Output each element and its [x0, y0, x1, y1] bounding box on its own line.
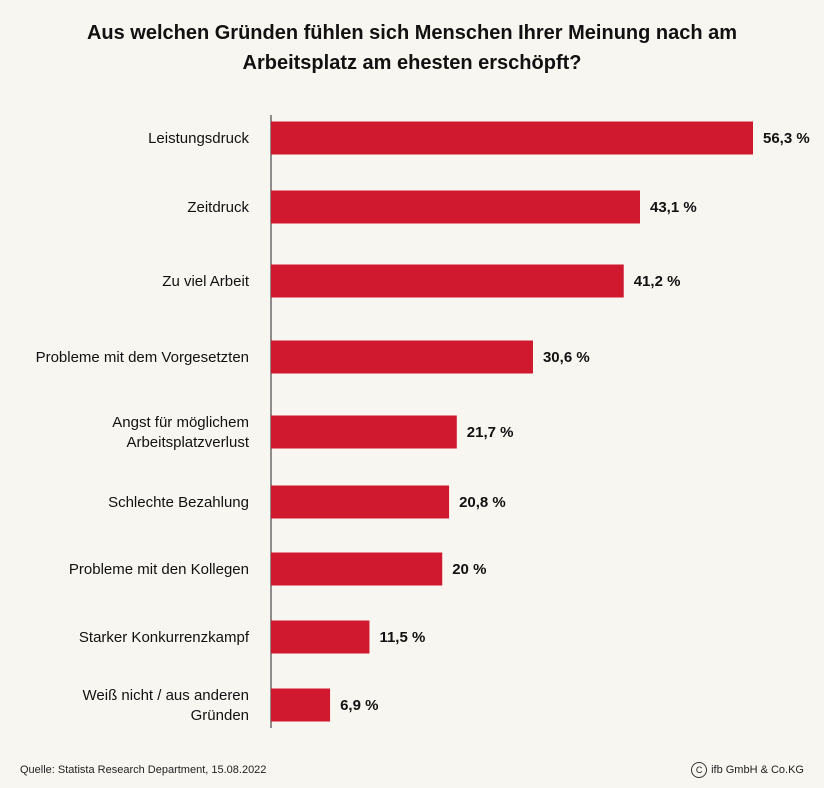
copyright-icon: C — [691, 762, 708, 778]
value-label: 6,9 % — [340, 697, 378, 714]
bar — [271, 340, 533, 374]
value-label: 21,7 % — [467, 424, 514, 441]
category-label: Zeitdruck — [187, 199, 249, 216]
category-label: Leistungsdruck — [148, 130, 249, 147]
copyright-note: C ifb GmbH & Co.KG — [691, 762, 804, 778]
value-label: 43,1 % — [650, 199, 697, 216]
value-label: 30,6 % — [543, 349, 590, 366]
bar — [271, 552, 443, 586]
bar — [271, 190, 640, 224]
value-label: 56,3 % — [763, 130, 810, 147]
category-label: Probleme mit den Kollegen — [69, 561, 249, 578]
category-label: Starker Konkurrenzkampf — [79, 629, 250, 646]
bars-group: Leistungsdruck 56,3 % Zeitdruck 43,1 % Zu vi… — [36, 121, 810, 724]
bar — [271, 264, 624, 298]
category-label: Probleme mit dem Vorgesetzten — [36, 349, 249, 366]
category-label: Schlechte Bezahlung — [108, 494, 249, 511]
bar — [271, 121, 753, 155]
bar — [271, 620, 370, 654]
value-label: 20 % — [452, 561, 486, 578]
category-label: Zu viel Arbeit — [162, 273, 250, 290]
value-label: 11,5 % — [379, 629, 425, 646]
value-label: 20,8 % — [459, 494, 506, 511]
bar — [271, 485, 450, 519]
bar — [271, 688, 331, 722]
category-label: Angst für möglichem Arbeitsplatzverlust — [112, 414, 250, 451]
chart-title: Aus welchen Gründen fühlen sich Menschen… — [86, 22, 738, 74]
bar — [271, 415, 457, 449]
value-label: 41,2 % — [634, 273, 681, 290]
copyright-text: ifb GmbH & Co.KG — [711, 764, 804, 776]
source-note: Quelle: Statista Research Department, 15… — [20, 764, 267, 776]
category-label: Weiß nicht / aus anderen Gründen — [83, 687, 249, 724]
